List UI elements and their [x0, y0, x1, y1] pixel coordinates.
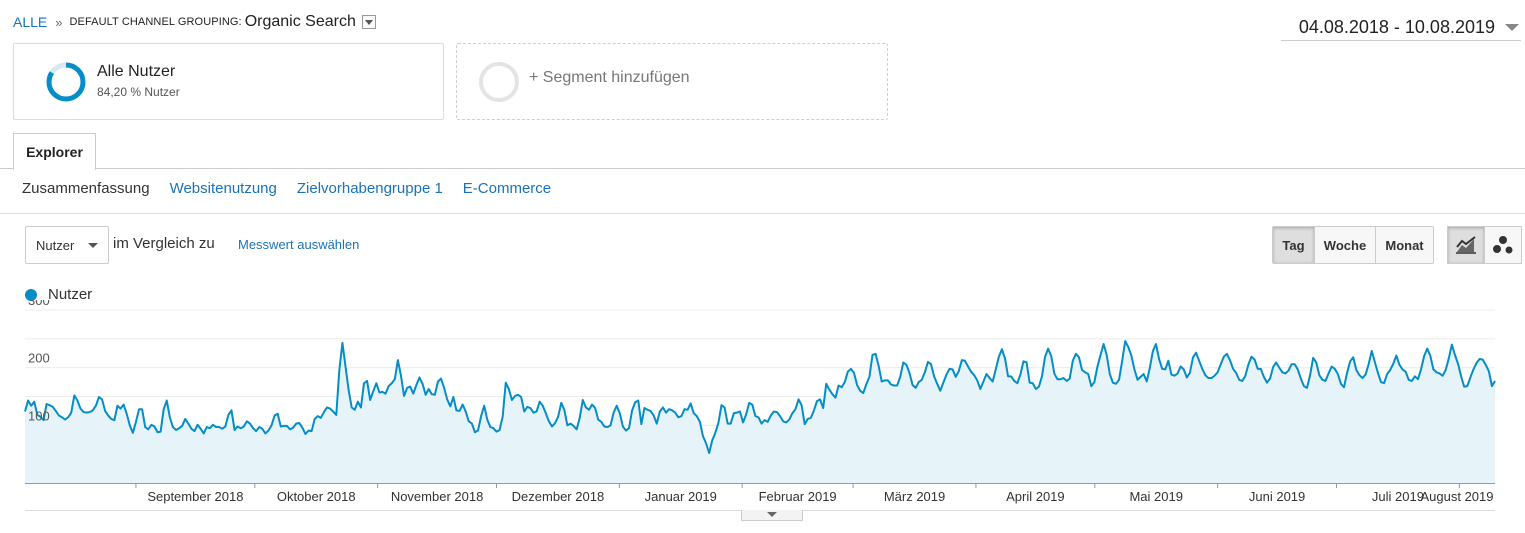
- breadcrumb-dimension: DEFAULT CHANNEL GROUPING:: [69, 16, 242, 28]
- tab-explorer[interactable]: Explorer: [13, 133, 96, 170]
- granularity-toggle: Tag Woche Monat: [1272, 226, 1434, 264]
- breadcrumb-all-link[interactable]: ALLE: [13, 14, 48, 30]
- metric-select-value: Nutzer: [36, 237, 75, 253]
- explorer-subtabs: Zusammenfassung Websitenutzung Zielvorha…: [22, 180, 571, 197]
- users-chart[interactable]: 100 200 300 September 2018 Oktober 2018 Nove…: [0, 300, 1525, 515]
- x-tick-label: September 2018: [147, 489, 243, 504]
- legend-label: Nutzer: [48, 286, 93, 303]
- x-tick-label: Juni 2019: [1249, 489, 1305, 504]
- segment-name: Alle Nutzer: [97, 63, 176, 80]
- segment-donut-icon: [46, 62, 86, 102]
- subtab-divider: [0, 213, 1525, 214]
- subtab-summary[interactable]: Zusammenfassung: [22, 180, 150, 197]
- x-tick-label: November 2018: [391, 489, 484, 504]
- granularity-month-button[interactable]: Monat: [1375, 226, 1434, 264]
- line-chart-icon: [1456, 236, 1476, 254]
- y-tick-label: 300: [28, 300, 50, 308]
- x-tick-label: Oktober 2018: [277, 489, 356, 504]
- subtab-goal-set-1[interactable]: Zielvorhabengruppe 1: [296, 180, 443, 197]
- motion-chart-icon: [1493, 236, 1513, 254]
- subtab-site-usage[interactable]: Websitenutzung: [169, 180, 277, 197]
- segment-card-all-users[interactable]: Alle Nutzer 84,20 % Nutzer: [13, 43, 444, 120]
- segment-percent: 84,20 % Nutzer: [97, 85, 180, 99]
- motion-chart-button[interactable]: [1484, 226, 1522, 264]
- chart-collapse-handle[interactable]: [741, 510, 803, 521]
- add-segment-button[interactable]: + Segment hinzufügen: [456, 43, 888, 120]
- date-range-text: 04.08.2018 - 10.08.2019: [1298, 16, 1495, 37]
- legend-marker: [25, 288, 37, 301]
- x-tick-label: August 2019: [1420, 489, 1493, 504]
- date-range-picker[interactable]: 04.08.2018 - 10.08.2019: [1281, 14, 1521, 41]
- chart-type-toggle: [1447, 226, 1522, 264]
- chevron-down-icon[interactable]: [361, 15, 376, 29]
- chart-legend: Nutzer: [25, 286, 92, 303]
- metric-select[interactable]: Nutzer: [25, 226, 109, 264]
- granularity-week-button[interactable]: Woche: [1314, 226, 1376, 264]
- subtab-ecommerce[interactable]: E-Commerce: [462, 180, 552, 197]
- breadcrumb-separator: »: [55, 14, 63, 30]
- x-tick-label: März 2019: [884, 489, 945, 504]
- x-tick-label: Dezember 2018: [512, 489, 605, 504]
- chevron-down-icon: [88, 243, 98, 248]
- x-tick-label: Juli 2019: [1372, 489, 1424, 504]
- y-tick-label: 200: [28, 351, 50, 366]
- granularity-day-button[interactable]: Tag: [1272, 226, 1315, 264]
- line-chart-button[interactable]: [1447, 226, 1485, 264]
- compare-label: im Vergleich zu: [113, 235, 215, 252]
- series-area: [25, 341, 1495, 483]
- tab-divider: [0, 168, 1525, 169]
- x-tick-label: Januar 2019: [645, 489, 717, 504]
- add-segment-label: + Segment hinzufügen: [529, 69, 690, 86]
- segment-placeholder-icon: [479, 62, 519, 102]
- x-tick-label: Mai 2019: [1129, 489, 1182, 504]
- breadcrumb: ALLE » DEFAULT CHANNEL GROUPING: Organic…: [13, 12, 376, 32]
- breadcrumb-value: Organic Search: [244, 13, 356, 30]
- x-tick-label: April 2019: [1006, 489, 1065, 504]
- select-metric-link[interactable]: Messwert auswählen: [238, 237, 360, 252]
- chevron-down-icon: [1505, 23, 1519, 31]
- x-tick-label: Februar 2019: [759, 489, 837, 504]
- y-tick-label: 100: [28, 408, 50, 423]
- series-line: [24, 340, 1496, 455]
